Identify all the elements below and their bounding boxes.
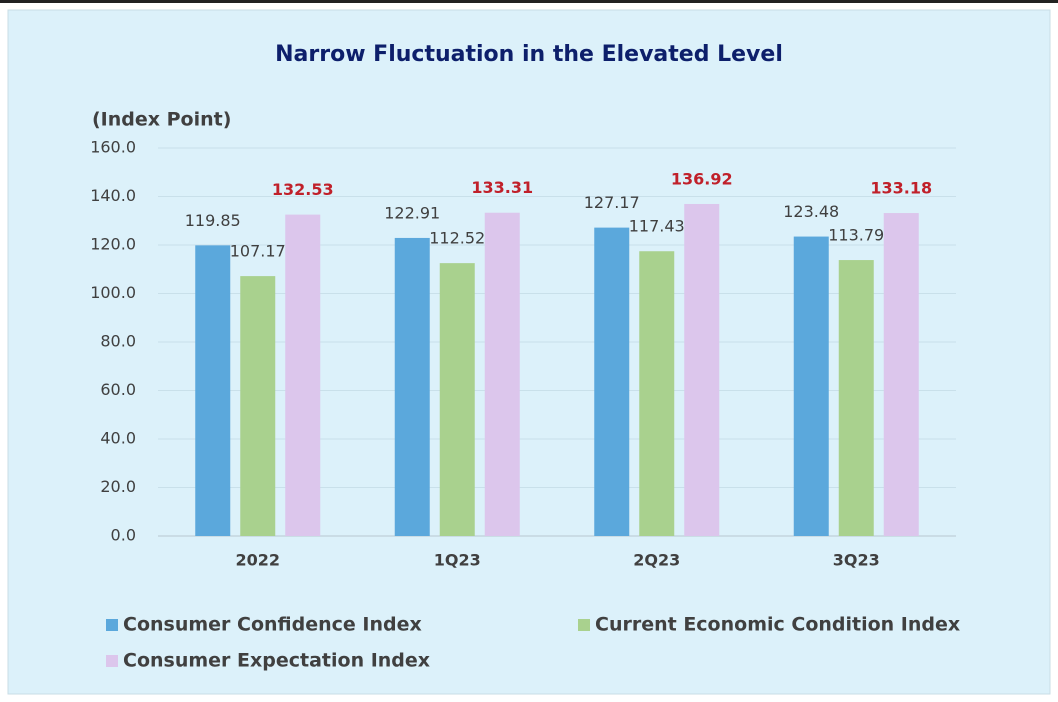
data-label: 112.52 [429, 229, 485, 248]
x-tick-label: 1Q23 [434, 551, 481, 570]
y-tick-label: 120.0 [90, 235, 136, 254]
top-border [0, 0, 1058, 3]
y-axis-label: (Index Point) [92, 109, 231, 131]
chart-title: Narrow Fluctuation in the Elevated Level [275, 42, 783, 67]
y-tick-label: 40.0 [100, 429, 136, 448]
bar [484, 212, 520, 536]
y-tick-label: 0.0 [111, 526, 136, 545]
bar [439, 263, 475, 536]
legend-swatch [106, 619, 118, 631]
x-tick-label: 3Q23 [833, 551, 880, 570]
bar [838, 260, 874, 536]
bar [684, 203, 720, 536]
y-tick-label: 100.0 [90, 283, 136, 302]
y-tick-label: 160.0 [90, 138, 136, 157]
data-label: 127.17 [584, 193, 640, 212]
bar [394, 237, 430, 537]
y-tick-label: 80.0 [100, 332, 136, 351]
legend-swatch [106, 655, 118, 667]
data-label: 107.17 [230, 242, 286, 261]
data-label: 123.48 [783, 202, 839, 221]
x-tick-label: 2022 [235, 551, 280, 570]
y-tick-label: 140.0 [90, 186, 136, 205]
legend-swatch [578, 619, 590, 631]
bar [285, 214, 321, 536]
data-label: 122.91 [384, 203, 440, 222]
data-label: 117.43 [629, 217, 685, 236]
data-label: 119.85 [185, 211, 241, 230]
bar [883, 213, 919, 536]
data-label: 132.53 [272, 180, 334, 199]
data-label: 133.31 [471, 178, 533, 197]
bar [639, 251, 675, 537]
chart-background [7, 9, 1051, 695]
data-label: 133.18 [870, 179, 932, 198]
y-tick-label: 60.0 [100, 380, 136, 399]
x-tick-label: 2Q23 [633, 551, 680, 570]
bar [195, 245, 231, 536]
legend-label: Consumer Confidence Index [123, 614, 422, 636]
data-label: 113.79 [828, 226, 884, 245]
legend-label: Consumer Expectation Index [123, 650, 430, 672]
bar [594, 227, 630, 537]
y-tick-label: 20.0 [100, 477, 136, 496]
data-label: 136.92 [671, 169, 733, 188]
bar [793, 236, 829, 536]
legend-label: Current Economic Condition Index [595, 614, 960, 636]
bar [240, 276, 276, 536]
